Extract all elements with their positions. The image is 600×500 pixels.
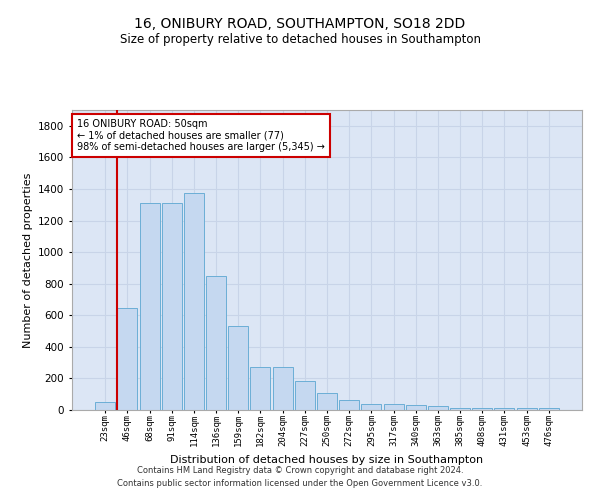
Bar [184, 193, 204, 410]
Bar [383, 404, 404, 410]
Bar [406, 406, 426, 410]
Bar [539, 408, 559, 410]
Bar [162, 203, 182, 410]
Bar [118, 308, 137, 410]
Bar [494, 408, 514, 410]
Text: Contains HM Land Registry data © Crown copyright and database right 2024.
Contai: Contains HM Land Registry data © Crown c… [118, 466, 482, 487]
Bar [472, 408, 492, 410]
Bar [295, 381, 315, 410]
Bar [95, 402, 115, 410]
Bar [339, 400, 359, 410]
Text: 16, ONIBURY ROAD, SOUTHAMPTON, SO18 2DD: 16, ONIBURY ROAD, SOUTHAMPTON, SO18 2DD [134, 18, 466, 32]
Bar [517, 408, 536, 410]
Y-axis label: Number of detached properties: Number of detached properties [23, 172, 32, 348]
Bar [140, 203, 160, 410]
Bar [272, 366, 293, 410]
Bar [206, 276, 226, 410]
Bar [361, 404, 382, 410]
Bar [317, 394, 337, 410]
Bar [228, 326, 248, 410]
Bar [250, 366, 271, 410]
X-axis label: Distribution of detached houses by size in Southampton: Distribution of detached houses by size … [170, 455, 484, 465]
Bar [428, 406, 448, 410]
Text: Size of property relative to detached houses in Southampton: Size of property relative to detached ho… [119, 32, 481, 46]
Bar [450, 408, 470, 410]
Text: 16 ONIBURY ROAD: 50sqm
← 1% of detached houses are smaller (77)
98% of semi-deta: 16 ONIBURY ROAD: 50sqm ← 1% of detached … [77, 119, 325, 152]
